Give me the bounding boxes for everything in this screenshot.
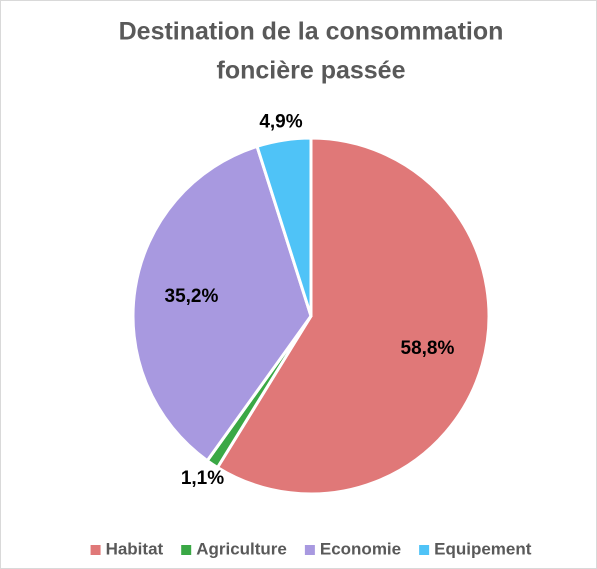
pie-slice (131, 144, 313, 463)
legend-label: Habitat (106, 539, 164, 558)
data-label: 1,1% (181, 468, 224, 489)
pie-slice (215, 136, 491, 496)
data-label: 4,9% (259, 112, 302, 133)
chart-title: foncière passée (217, 57, 406, 85)
legend-label: Economie (320, 539, 401, 558)
legend-swatch (419, 545, 430, 555)
legend-label: Agriculture (196, 539, 287, 558)
legend-swatch (90, 545, 101, 555)
legend-label: Equipement (434, 539, 532, 558)
legend-swatch (181, 545, 192, 555)
data-label: 35,2% (165, 286, 219, 307)
legend-swatch (304, 545, 315, 555)
pie-slice (255, 136, 313, 317)
data-label: 58,8% (401, 338, 455, 359)
chart-title: Destination de la consommation (119, 18, 504, 46)
